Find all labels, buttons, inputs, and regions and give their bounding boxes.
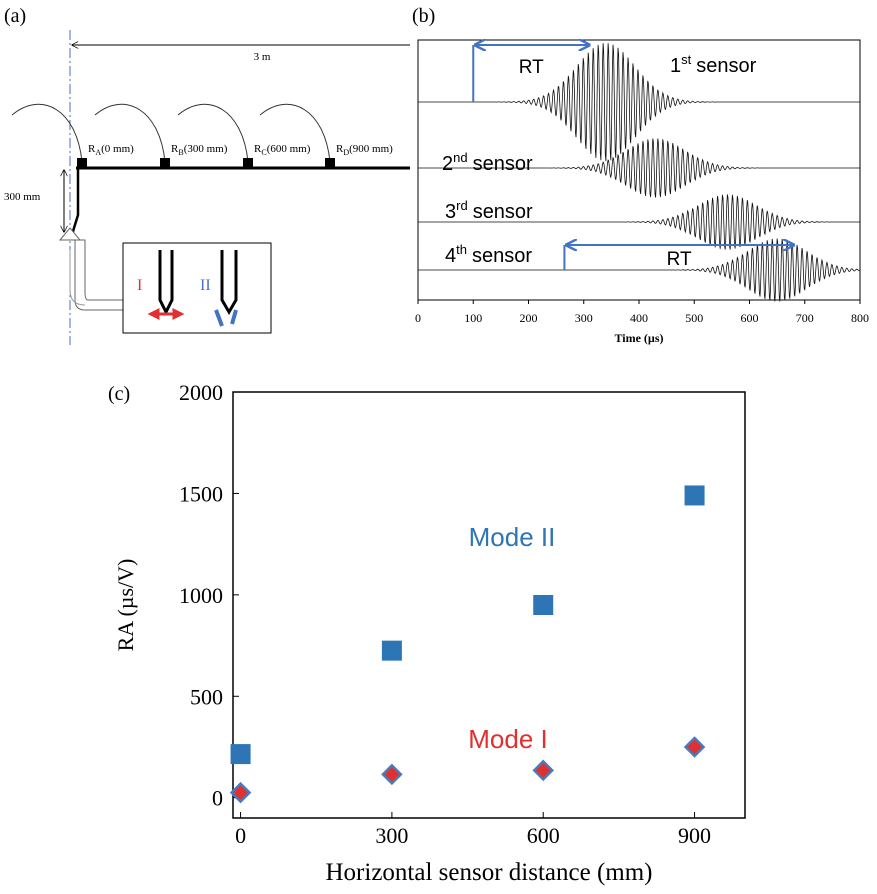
- sensor: [243, 158, 253, 168]
- rt-label: RT: [667, 249, 692, 270]
- sensor-word: sensor: [473, 201, 533, 223]
- sensor-label: RD(900 mm): [336, 143, 393, 157]
- y-tick-label: 1000: [179, 583, 223, 608]
- x-tick-label: 100: [464, 311, 482, 325]
- span-label: 3 m: [254, 51, 271, 63]
- rt-label: RT: [519, 57, 544, 78]
- sensor-wire: [177, 103, 249, 163]
- x-tick-label: 0: [415, 311, 421, 325]
- x-tick-label: 800: [851, 311, 869, 325]
- panel-label: (c): [108, 383, 130, 405]
- mode-ii-arrow: [214, 309, 224, 327]
- y-tick-label: 0: [212, 786, 223, 811]
- sensor-wire: [94, 103, 166, 163]
- series-label: Mode I: [468, 724, 548, 754]
- x-tick-label: 0: [235, 823, 246, 848]
- crack: [70, 168, 80, 236]
- waveform: [418, 43, 860, 162]
- sensor: [160, 158, 170, 168]
- sensor: [325, 158, 335, 168]
- sensor-suffix: th: [456, 242, 467, 257]
- diagram: 3 m 300 mm I II: [4, 30, 410, 345]
- point: [229, 781, 252, 804]
- point: [230, 744, 251, 765]
- sensor-text: (300 mm): [184, 143, 228, 155]
- x-tick-label: 500: [685, 311, 703, 325]
- point: [381, 763, 403, 786]
- series-label: Mode II: [469, 522, 556, 552]
- x-tick-label: 300: [575, 311, 593, 325]
- x-tick-label: 700: [796, 311, 814, 325]
- mode-label: II: [200, 277, 211, 294]
- sensor-ordinal: 2: [442, 153, 453, 175]
- y-axis-label: RA (µs/V): [113, 559, 138, 652]
- mode-label: I: [137, 277, 142, 294]
- sensor-ordinal: 1: [670, 55, 681, 77]
- sensor-name: R: [254, 143, 262, 155]
- y-tick-label: 1500: [179, 481, 223, 506]
- sensor-sub: D: [343, 148, 349, 157]
- sensor-label: 4th sensor: [445, 242, 532, 267]
- sensor-ordinal: 4: [445, 245, 456, 267]
- x-axis-label: Time (µs): [614, 331, 663, 345]
- sensor-label: 1st sensor: [670, 52, 757, 77]
- point: [683, 736, 706, 758]
- sensor-sub: A: [95, 148, 101, 157]
- waveform: [418, 238, 861, 302]
- plot-frame: [232, 391, 746, 819]
- panel-label: (b): [412, 5, 435, 27]
- sensor-label: 2nd sensor: [442, 150, 533, 175]
- waveform: [418, 194, 860, 250]
- point: [684, 485, 705, 506]
- sensor-label: 3rd sensor: [445, 198, 533, 223]
- sensor-word: sensor: [696, 55, 756, 77]
- panel-label: (a): [4, 5, 26, 27]
- waveform: [418, 138, 860, 198]
- sensor-suffix: nd: [453, 150, 467, 165]
- sensor-word: sensor: [472, 245, 532, 267]
- hollow-arrow: [58, 227, 124, 311]
- sensor-text: (600 mm): [267, 143, 311, 155]
- sensor-label: RA(0 mm): [88, 143, 134, 157]
- sensor-word: sensor: [473, 153, 533, 175]
- x-tick-label: 600: [741, 311, 759, 325]
- point: [381, 640, 402, 661]
- sensor-text: (900 mm): [349, 143, 393, 155]
- sensor-wire: [259, 103, 331, 163]
- point: [533, 595, 554, 615]
- depth-label: 300 mm: [4, 191, 41, 203]
- x-tick-label: 900: [678, 823, 711, 848]
- x-tick-label: 300: [375, 823, 408, 848]
- point: [532, 759, 554, 782]
- sensor-name: R: [88, 143, 96, 155]
- hollow-arrow-edge: [69, 250, 86, 306]
- sensor-suffix: st: [681, 52, 692, 67]
- x-tick-label: 200: [520, 311, 538, 325]
- x-tick-label: 600: [527, 823, 560, 848]
- mode-box: [122, 242, 272, 334]
- y-tick-label: 500: [190, 684, 223, 709]
- sensor-sub: C: [261, 148, 266, 157]
- x-tick-label: 400: [630, 311, 648, 325]
- sensor-name: R: [171, 143, 179, 155]
- sensor-sub: B: [178, 148, 183, 157]
- x-axis-label: Horizontal sensor distance (mm): [326, 859, 653, 886]
- sensor-label: RB(300 mm): [171, 143, 228, 157]
- y-tick-label: 2000: [179, 380, 223, 405]
- sensor-ordinal: 3: [445, 201, 456, 223]
- mode-ii-arrow: [230, 309, 238, 325]
- mode-ii-crack: [220, 250, 238, 315]
- sensor-label: RC(600 mm): [254, 143, 311, 157]
- sensor-wire: [11, 103, 83, 163]
- sensor-suffix: rd: [456, 198, 468, 213]
- sensor-text: (0 mm): [101, 143, 134, 155]
- sensor-name: R: [336, 143, 344, 155]
- sensor: [77, 158, 87, 168]
